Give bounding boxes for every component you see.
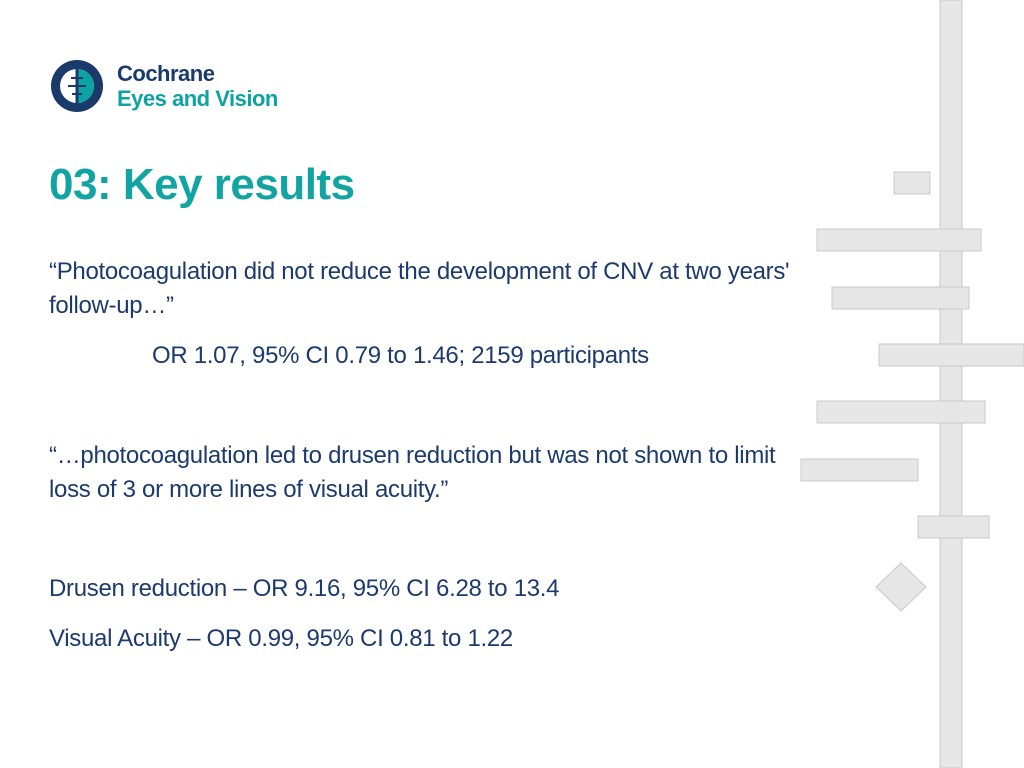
deco-bar bbox=[816, 228, 982, 252]
cochrane-logo: Cochrane Eyes and Vision bbox=[49, 58, 289, 118]
stat-cnv: OR 1.07, 95% CI 0.79 to 1.46; 2159 parti… bbox=[152, 342, 649, 369]
slide-title: 03: Key results bbox=[49, 160, 355, 209]
quote-cnv: “Photocoagulation did not reduce the dev… bbox=[49, 258, 790, 319]
logo-line-1: Cochrane bbox=[117, 61, 215, 86]
result-visual-acuity: Visual Acuity – OR 0.99, 95% CI 0.81 to … bbox=[49, 625, 513, 652]
deco-bar bbox=[831, 286, 970, 310]
deco-bar bbox=[816, 400, 986, 424]
quote-drusen: “…photocoagulation led to drusen reducti… bbox=[49, 442, 776, 503]
cochrane-logo-icon bbox=[51, 60, 103, 112]
deco-bar bbox=[800, 458, 919, 482]
logo-wordmark: Cochrane Eyes and Vision bbox=[117, 61, 278, 111]
deco-vertical-line bbox=[939, 0, 963, 768]
result-drusen: Drusen reduction – OR 9.16, 95% CI 6.28 … bbox=[49, 575, 560, 602]
deco-bar bbox=[878, 343, 1024, 367]
deco-bar bbox=[893, 171, 931, 195]
logo-line-2: Eyes and Vision bbox=[117, 86, 278, 111]
deco-diamond bbox=[875, 562, 927, 612]
deco-bar bbox=[917, 515, 990, 539]
